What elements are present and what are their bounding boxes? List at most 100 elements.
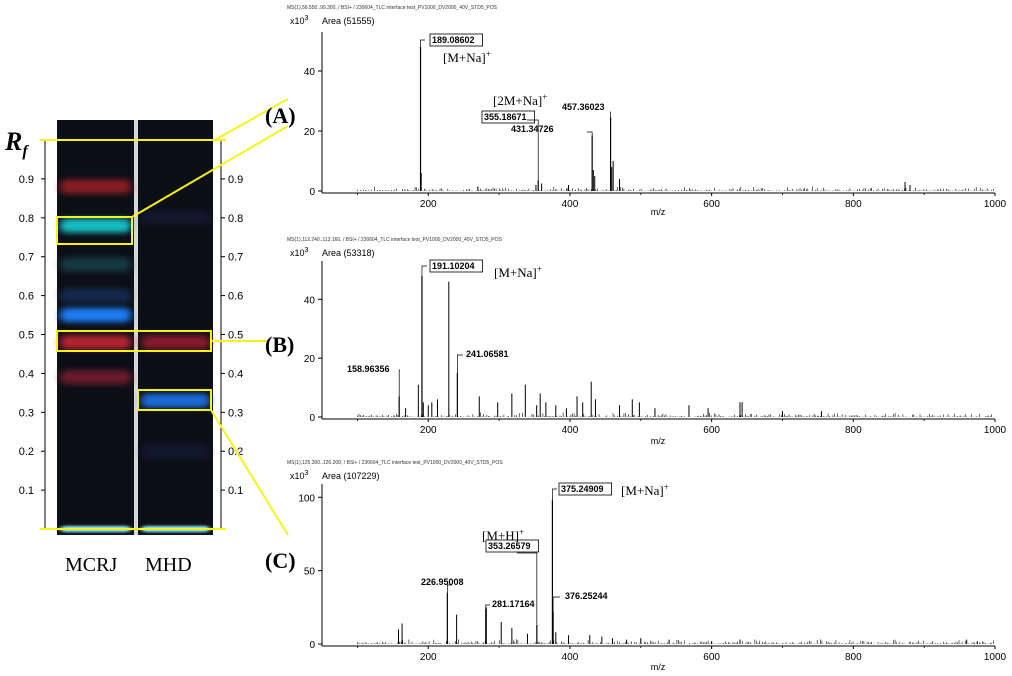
spectrum-b-yunit: x103 [290, 247, 309, 258]
tlc-band-mhd-2 [141, 393, 210, 408]
spectrum-c-xtick-label: 400 [562, 652, 579, 663]
spectrum-a-baseline-noise [357, 186, 994, 191]
spectrum-b-ytick-label: 0 [309, 413, 315, 424]
spectrum-c-xtick-label: 800 [845, 652, 862, 663]
spectrum-c-peak-label: 375.24909 [561, 484, 604, 494]
spectrum-b-area: Area (53318) [322, 248, 375, 258]
spectrum-a-yunit: x103 [290, 15, 309, 26]
connector-a-1 [212, 98, 289, 142]
spectrum-c-xtick-label: 600 [703, 652, 720, 663]
spectrum-a-leader [527, 119, 539, 181]
tlc-plate [57, 120, 213, 535]
panel-label-c: (C) [265, 548, 296, 573]
spectrum-a-leader [420, 39, 425, 47]
spectrum-c-ytick-label: 100 [298, 493, 315, 504]
spectrum-a-peak-label-box [429, 33, 483, 47]
rf-right-tick-label: 0.1 [228, 485, 243, 497]
spectrum-c-leader [485, 604, 490, 609]
highlight-box-a [56, 216, 133, 245]
spectrum-c-xtick-label: 200 [420, 652, 437, 663]
spectrum-b-peak-label: 191.10204 [432, 261, 475, 271]
spectrum-b-xtick-label: 400 [562, 425, 579, 436]
tlc-band-mhd-3 [141, 444, 210, 459]
tlc-band-mhd-0 [141, 210, 210, 225]
highlights [40, 98, 289, 536]
spectrum-c-header: MS(1),125.300..126.200, / BSI+ / 230604_… [287, 460, 503, 466]
tlc-band-mcrj-4 [60, 308, 131, 323]
bands-mhd [141, 210, 210, 532]
spectrum-c-ion-annotation: [M+H]+ [482, 527, 524, 543]
spectrum-a-peak-label-box [481, 110, 535, 124]
spectrum-c-peak-label-box [558, 482, 612, 496]
spectrum-b-peak-label: 241.06581 [466, 349, 509, 359]
spectrum-a-yunit-exp: 3 [305, 15, 309, 22]
spectrum-c-ytick-label: 50 [304, 567, 316, 578]
rf-left-tick-label: 0.8 [19, 213, 34, 225]
spectrum-c-leader [552, 596, 560, 612]
spectrum-a-leader [610, 111, 611, 118]
spectrum-c-peak-label: 353.26579 [488, 541, 531, 551]
spectrum-c-yunit: x103 [290, 470, 309, 481]
spectrum-c: MS(1),125.300..126.200, / BSI+ / 230604_… [287, 460, 1007, 672]
spectrum-a-ion-annotation-charge: + [486, 49, 491, 59]
spectrum-c-area: Area (107229) [322, 471, 380, 481]
rf-left-tick-label: 0.9 [19, 174, 34, 186]
spectrum-a-ytick-label: 20 [304, 127, 316, 138]
spectrum-c-peak-label-box [485, 539, 539, 553]
plate-lane-divider [134, 120, 138, 535]
spectrum-a-peak-label: 355.18671 [484, 112, 527, 122]
spectrum-b-peak-label-box [429, 259, 483, 273]
spectrum-a-ion-annotation: [2M+Na]+ [493, 92, 547, 108]
spectrum-a-xlabel: m/z [651, 207, 666, 217]
spectrum-a-peak-label: 457.36023 [562, 102, 605, 112]
rf-right-tick-label: 0.6 [228, 291, 243, 303]
spectrum-b-ion-annotation-charge: + [537, 264, 542, 274]
spectrum-a-ytick-label: 40 [304, 67, 316, 78]
tlc-band-mcrj-3 [60, 288, 131, 303]
spectrum-a-peak-label: 189.08602 [432, 35, 475, 45]
spectrum-b-ytick-label: 20 [304, 354, 316, 365]
connector-a-2 [131, 125, 289, 218]
panel-label-a: (A) [265, 103, 296, 128]
spectrum-a-leader [587, 131, 593, 136]
rf-axis-left: 0.1 0.2 0.3 0.4 0.5 0.6 0.7 0.8 0.9 [19, 139, 46, 530]
spectrum-b-yunit-exp: 3 [305, 247, 309, 254]
spectrum-c-ytick-label: 0 [309, 640, 315, 651]
spectrum-a-xtick-label: 200 [420, 199, 437, 210]
connector-c [210, 409, 289, 536]
spectrum-b-xtick-label: 800 [845, 425, 862, 436]
tlc-band-mcrj-1 [60, 218, 131, 233]
rf-right-tick-label: 0.2 [228, 446, 243, 458]
plate-lane-mhd-bg [138, 120, 213, 535]
spectrum-c-yunit-exp: 3 [305, 470, 309, 477]
spectrum-a-ytick-label: 0 [309, 187, 315, 198]
spectrum-b-leader [421, 265, 427, 276]
spectrum-c-ion-annotation-charge: + [664, 482, 669, 492]
rf-left-tick-label: 0.5 [19, 330, 34, 342]
rf-right-tick-label: 0.5 [228, 330, 243, 342]
spectrum-b-baseline-noise [357, 412, 994, 417]
highlight-box-c [137, 389, 212, 411]
rf-left-tick-label: 0.7 [19, 252, 34, 264]
spectrum-c-leader [517, 552, 538, 625]
spectrum-b-leader [398, 369, 400, 397]
rf-left-tick-label: 0.3 [19, 407, 34, 419]
spectrum-b-peak-label: 158.96356 [347, 364, 390, 374]
spectrum-a-xtick-label: 1000 [984, 199, 1007, 210]
spectrum-a-xtick-label: 800 [845, 199, 862, 210]
rf-left-ticks: 0.1 0.2 0.3 0.4 0.5 0.6 0.7 0.8 0.9 [19, 174, 45, 497]
rf-axis-right: 0.1 0.2 0.3 0.4 0.5 0.6 0.7 0.8 0.9 [220, 139, 243, 530]
spectrum-a-xtick-label: 400 [562, 199, 579, 210]
spectrum-c-baseline-noise [357, 639, 994, 644]
spectrum-a-xtick-label: 600 [703, 199, 720, 210]
spectrum-a-ion-annotation: [M+Na]+ [443, 49, 491, 65]
tlc-band-mcrj-0 [60, 179, 131, 194]
spectrum-c-peak-label: 226.95008 [421, 577, 464, 587]
spectrum-b-xtick-label: 200 [420, 425, 437, 436]
rf-right-tick-label: 0.3 [228, 407, 243, 419]
spectrum-c-leader [447, 584, 452, 593]
lane-label-mhd: MHD [145, 554, 192, 576]
tlc-band-mcrj-6 [60, 370, 131, 385]
rf-right-ticks: 0.1 0.2 0.3 0.4 0.5 0.6 0.7 0.8 0.9 [221, 174, 243, 497]
